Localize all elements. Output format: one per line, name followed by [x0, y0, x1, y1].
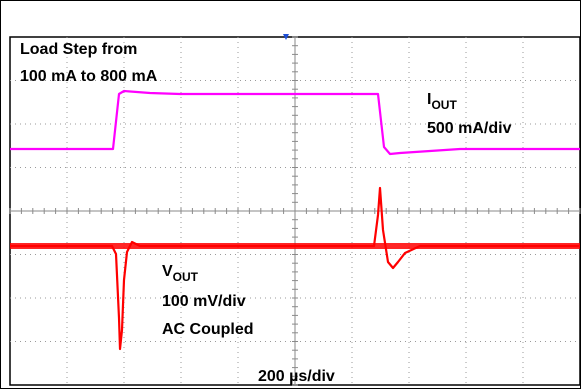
iout-scale: 500 mA/div — [427, 120, 512, 137]
iout-label-sub: OUT — [431, 98, 457, 112]
vout-coupling: AC Coupled — [162, 321, 254, 338]
timebase-label: 200 µs/div — [258, 368, 335, 385]
iout-label: IOUT — [427, 91, 457, 112]
grid — [9, 36, 581, 386]
annotation-line2: 100 mA to 800 mA — [20, 68, 158, 85]
iout-trace — [10, 89, 580, 156]
iout-label-main: I — [427, 91, 431, 108]
vout-label-sub: OUT — [173, 270, 199, 284]
vout-label-main: V — [162, 263, 173, 280]
vout-scale: 100 mV/div — [162, 293, 246, 310]
vout-trace — [10, 186, 580, 351]
annotation-line1: Load Step from — [20, 41, 137, 58]
traces — [10, 89, 580, 351]
vout-label: VOUT — [162, 263, 199, 284]
trigger-marker — [283, 34, 289, 40]
